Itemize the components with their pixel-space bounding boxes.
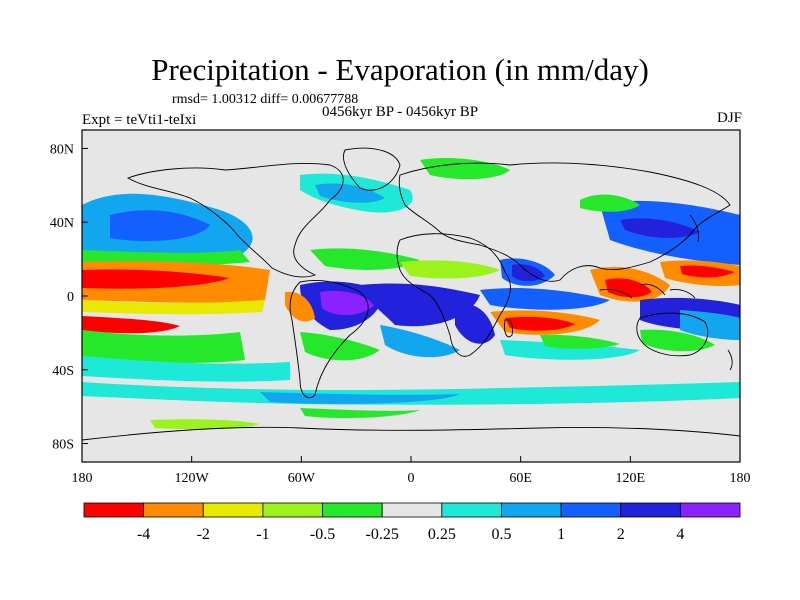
colorbar-swatch [143, 502, 204, 518]
colorbar-label: 2 [617, 526, 625, 543]
maritime-continent-core [605, 278, 652, 298]
lat-tick-label: 0 [67, 290, 74, 305]
stats-label: rmsd= 1.00312 diff= 0.00677788 [172, 92, 359, 107]
north-america-coast [126, 162, 344, 278]
colorbar-swatch [560, 502, 622, 518]
colorbar-label: -1 [256, 526, 269, 543]
south-pacific-dry [82, 316, 180, 334]
kuroshio-green [580, 194, 640, 212]
lon-tick-label: 180 [730, 471, 751, 486]
south-pacific-cyan [82, 356, 290, 382]
coastlines [82, 147, 740, 441]
colorbar-label: -0.25 [366, 526, 399, 543]
new-zealand-coast [727, 349, 733, 371]
east-pacific-dry-core [82, 269, 230, 289]
australia-coast [636, 312, 709, 357]
colorbar-swatch [202, 502, 264, 518]
latitude-axis: 80N 40N 0 40S 80S [50, 142, 88, 453]
greenland-coast [343, 147, 401, 191]
period-label: 0456kyr BP - 0456kyr BP [322, 104, 479, 120]
south-pacific-green [82, 330, 245, 363]
lon-tick-label: 180 [72, 471, 93, 486]
lat-tick-label: 80N [50, 142, 74, 157]
colorbar: -4 -2 -1 -0.5 -0.25 0.25 0.5 1 2 4 [83, 502, 741, 543]
colorbar-swatch [262, 502, 323, 518]
lon-tick-label: 120E [616, 471, 646, 486]
colorbar-label: 4 [676, 526, 684, 543]
lon-tick-label: 120W [175, 471, 210, 486]
australia-green [640, 329, 715, 352]
season-label: DJF [716, 110, 742, 126]
colorbar-swatch [501, 502, 562, 518]
africa-coast [396, 233, 511, 357]
itcz-dry-core [680, 265, 735, 278]
south-atlantic-wet [380, 325, 460, 358]
southern-ocean-cyan [82, 382, 740, 405]
subtropical-atlantic-green [310, 248, 420, 270]
lat-tick-label: 40S [52, 364, 74, 379]
colorbar-swatch [381, 502, 443, 518]
indonesia-coast [599, 283, 696, 299]
indian-ocean-dry-core [505, 316, 575, 331]
southern-africa-wet [455, 303, 495, 344]
antarctica-coast [82, 426, 740, 441]
spcz-wet [680, 310, 740, 340]
amazon-core [320, 290, 375, 316]
southern-ocean-green [300, 408, 420, 418]
figure-title: Precipitation - Evaporation (in mm/day) [151, 52, 649, 87]
lat-tick-label: 40N [50, 216, 74, 231]
colorbar-swatch [441, 502, 502, 518]
equatorial-indian-wet [480, 288, 610, 310]
lon-tick-label: 60E [509, 471, 532, 486]
southern-ocean-blue [260, 392, 460, 404]
antarctic-green [150, 419, 260, 430]
colorbar-label: -2 [197, 526, 210, 543]
lon-tick-label: 0 [408, 471, 415, 486]
andes-dry [285, 291, 315, 322]
colorbar-label: 1 [557, 526, 565, 543]
map-area [81, 129, 741, 463]
madagascar-coast [504, 319, 513, 338]
south-america-coast [289, 280, 369, 399]
colorbar-swatch [679, 502, 741, 518]
longitude-axis: 180 120W 60W 0 60E 120E 180 [72, 456, 751, 486]
experiment-label: Expt = teVti1-teIxi [82, 112, 197, 128]
atlantic-itcz [360, 283, 480, 327]
colorbar-label: 0.25 [428, 526, 456, 543]
colorbar-swatch [620, 502, 681, 518]
south-indian-green [540, 334, 620, 349]
japan-coast [689, 214, 699, 243]
north-pacific-core [110, 210, 210, 242]
colorbar-swatch [83, 502, 145, 518]
colorbar-swatch [322, 502, 383, 518]
lon-tick-label: 60W [288, 471, 316, 486]
west-pacific-core [620, 218, 700, 238]
colorbar-label: 0.5 [491, 526, 511, 543]
east-pacific-yellow-rim [82, 300, 265, 315]
south-indian-cyan [500, 340, 640, 360]
lat-tick-label: 80S [52, 438, 74, 453]
sahara-dry [400, 260, 500, 279]
colorbar-label: -0.5 [310, 526, 335, 543]
colorbar-label: -4 [137, 526, 150, 543]
